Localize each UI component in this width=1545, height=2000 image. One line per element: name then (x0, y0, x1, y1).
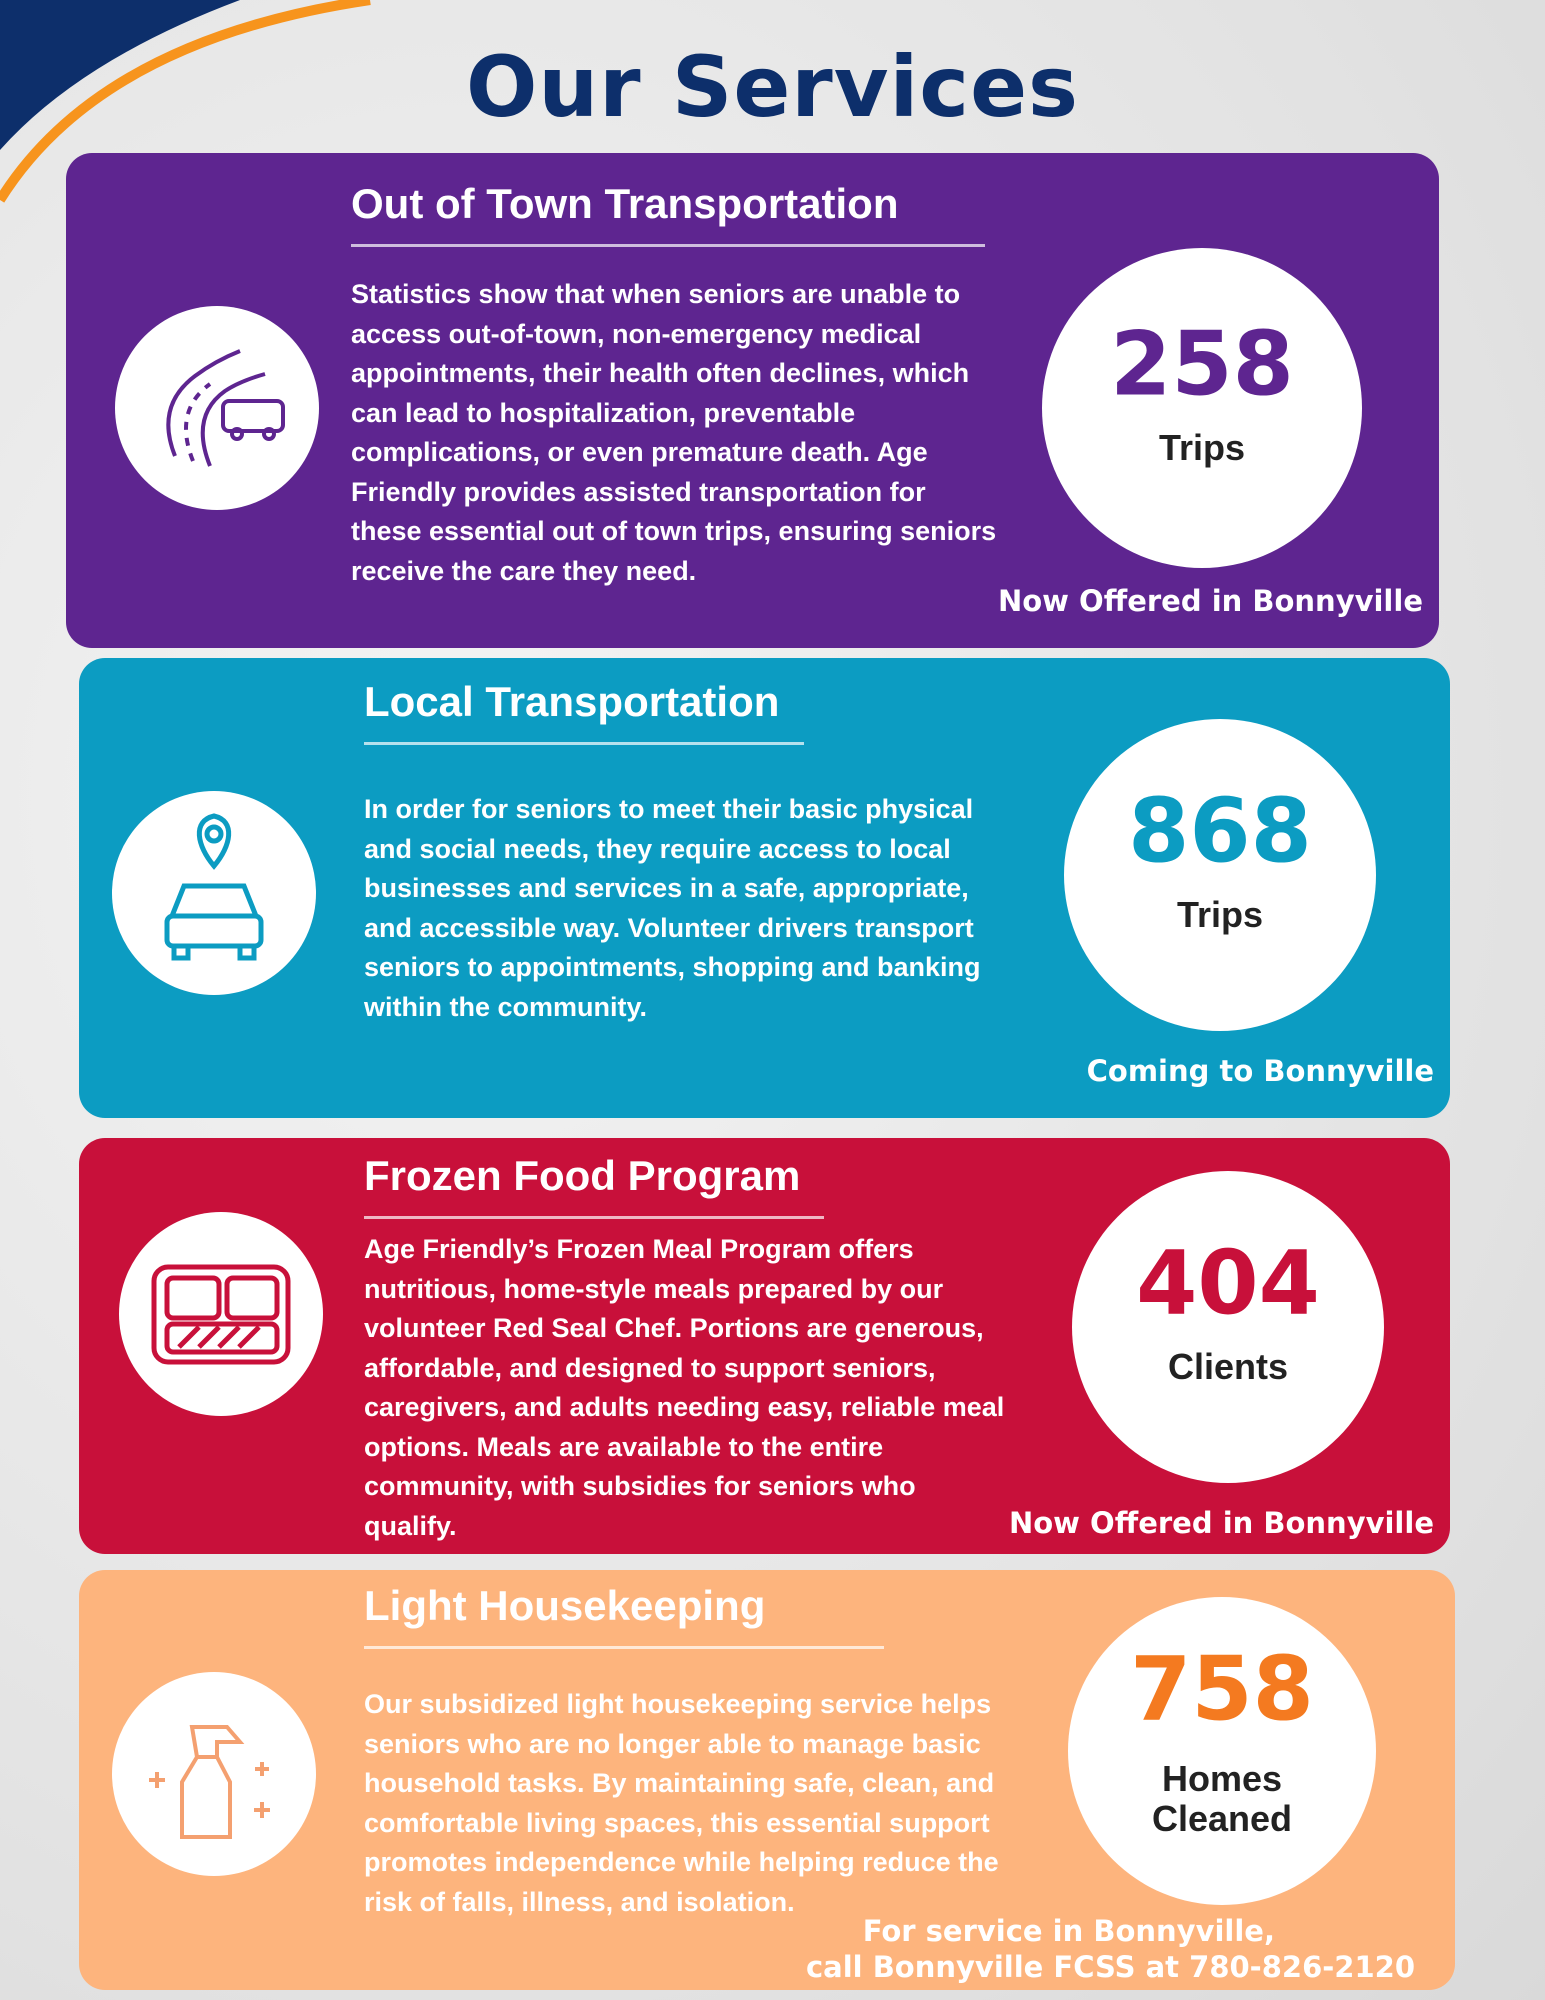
title-underline (364, 1216, 824, 1219)
stat-value: 868 (1128, 779, 1312, 883)
corner-swoosh (0, 0, 371, 203)
stat-value: 404 (1136, 1231, 1320, 1335)
note-line: Now Offered in Bonnyville (1008, 1506, 1434, 1540)
service-icon (112, 791, 316, 995)
service-card: Local Transportation In order for seniors… (79, 658, 1450, 1118)
stat-label: Clients (1167, 1346, 1289, 1387)
title-underline (364, 742, 804, 745)
section-body: Statistics show that when seniors are un… (351, 279, 997, 586)
service-card: Out of Town Transportation Statistics sho… (66, 153, 1439, 648)
section-title: Out of Town Transportation (351, 180, 899, 227)
service-card: Frozen Food Program Age Friendly’s Frozen… (79, 1138, 1450, 1554)
stat-label: Homes Cleaned (1151, 1758, 1293, 1839)
stat-value: 758 (1130, 1637, 1314, 1741)
note-line: Now Offered in Bonnyville (997, 584, 1423, 618)
page-title: Our Services (465, 38, 1080, 136)
service-card: Light Housekeeping Our subsidized light h… (79, 1570, 1455, 1990)
title-underline (351, 244, 985, 247)
section-title: Light Housekeeping (364, 1582, 766, 1629)
service-icon (112, 1672, 316, 1876)
service-icon (119, 1212, 323, 1416)
section-body: Age Friendly’s Frozen Meal Program offer… (364, 1234, 1005, 1541)
stat-label: Trips (1158, 427, 1246, 468)
stat-circle: 258 Trips (1042, 248, 1362, 568)
stat-value: 258 (1110, 312, 1294, 416)
section-body: Our subsidized light housekeeping servic… (364, 1689, 999, 1917)
service-icon (115, 306, 319, 510)
stat-label: Trips (1176, 894, 1264, 935)
stat-circle: 868 Trips (1064, 719, 1376, 1031)
stat-circle: 758 Homes Cleaned (1068, 1597, 1376, 1905)
section-title: Frozen Food Program (364, 1152, 801, 1199)
note-line: For service in Bonnyville, (862, 1914, 1275, 1948)
note-line: call Bonnyville FCSS at 780-826-2120 (805, 1950, 1415, 1984)
stat-circle: 404 Clients (1072, 1171, 1384, 1483)
note-line: Coming to Bonnyville (1086, 1054, 1434, 1088)
section-title: Local Transportation (364, 678, 780, 725)
title-underline (364, 1646, 884, 1649)
section-body: In order for seniors to meet their basic… (364, 794, 981, 1022)
